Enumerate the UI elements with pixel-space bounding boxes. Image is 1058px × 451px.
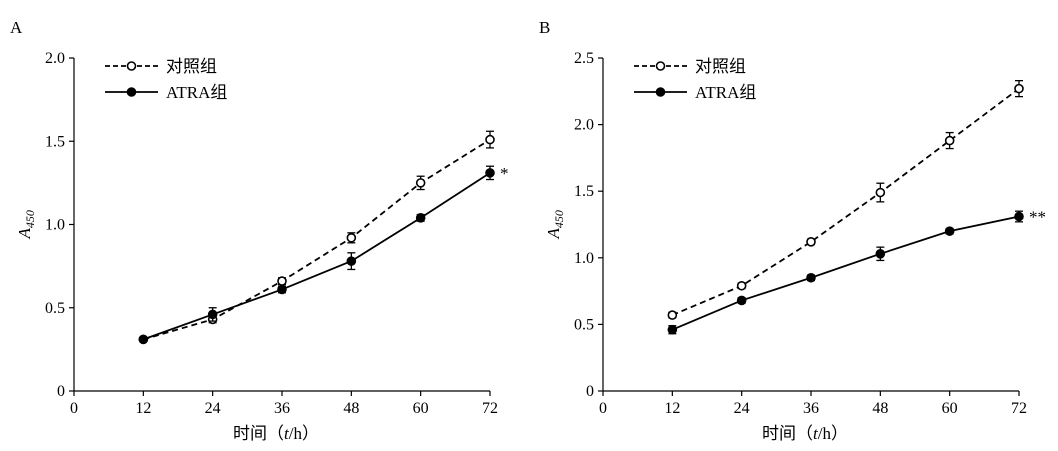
y-axis-title-sub: 450: [23, 210, 37, 228]
x-tick-label: 24: [734, 400, 750, 417]
y-tick-label: 1.5: [45, 133, 65, 150]
x-tick-label: 36: [274, 400, 290, 417]
x-axis-title-var: t: [284, 424, 290, 443]
x-axis-title-end: /h）: [818, 424, 848, 443]
x-tick-label: 12: [664, 400, 680, 417]
x-axis-title: 时间（t/h）: [233, 424, 319, 443]
x-tick-label: 12: [135, 400, 151, 417]
data-point-atra: [944, 226, 955, 236]
x-tick-label: 24: [205, 400, 221, 417]
x-axis-title-start: 时间（: [233, 424, 284, 443]
series-line-control: [143, 138, 491, 341]
chart-svg: B 0 0.5 1.0 1.5 2.0 2.5 0 12 24 36 48 60 72 A450 时间（t/h…: [539, 18, 1046, 443]
x-tick-label: 60: [942, 400, 958, 417]
data-point-atra: [806, 272, 816, 283]
x-tick-label: 0: [599, 400, 607, 417]
data-point-control: [944, 135, 955, 146]
data-point-atra: [346, 256, 357, 266]
data-point-atra: [485, 168, 495, 178]
legend-label: ATRA组: [695, 83, 756, 102]
series-line-atra: [143, 172, 491, 341]
x-tick-label: 36: [803, 400, 819, 417]
x-tick-label: 0: [70, 400, 78, 417]
data-point-atra: [875, 249, 886, 259]
y-axis-title-sub: 450: [552, 210, 566, 228]
x-tick-label: 60: [413, 400, 429, 417]
data-point-control: [736, 280, 747, 291]
legend-label: 对照组: [695, 57, 746, 76]
x-axis-title-start: 时间（: [762, 424, 813, 443]
y-axis-title: A450: [15, 210, 37, 239]
x-tick-label: 72: [482, 400, 498, 417]
x-axis-title-var: t: [813, 424, 819, 443]
data-point-atra: [138, 334, 149, 345]
legend-label: 对照组: [166, 57, 217, 76]
data-point-control: [485, 134, 495, 145]
data-point-atra: [1014, 211, 1024, 222]
data-point-control: [1014, 83, 1024, 94]
y-tick-label: 1.0: [45, 217, 65, 234]
y-tick-label: 2.0: [574, 117, 594, 134]
y-tick-label: 2.5: [574, 50, 594, 67]
legend-marker: [655, 61, 666, 71]
x-tick-label: 48: [872, 400, 888, 417]
significance-marker: *: [500, 164, 509, 183]
panel-label: B: [539, 18, 550, 37]
x-tick-label: 48: [343, 400, 359, 417]
y-tick-label: 1.0: [574, 250, 594, 267]
y-tick-label: 0.5: [45, 300, 65, 317]
significance-marker: **: [1029, 208, 1046, 227]
y-axis-title-main: A: [15, 228, 34, 240]
chart-panel-a: A 0 0.5 1.0 1.5 2.0 0 12 24 36 48 60 72 A450 时间（t/h） 对照…: [0, 0, 529, 446]
legend-label: ATRA组: [166, 83, 227, 102]
data-point-atra: [667, 324, 678, 335]
y-tick-label: 0.5: [574, 316, 594, 333]
data-point-atra: [415, 213, 426, 223]
chart-panel-b: B 0 0.5 1.0 1.5 2.0 2.5 0 12 24 36 48 60 72 A450 时间（t/h…: [529, 0, 1058, 446]
y-axis-title-main: A: [544, 228, 563, 240]
x-tick-label: 72: [1011, 400, 1027, 417]
y-tick-label: 1.5: [574, 183, 594, 200]
y-tick-label: 0: [57, 383, 65, 400]
panel-label: A: [10, 18, 23, 37]
data-point-control: [875, 187, 886, 198]
legend-marker: [126, 61, 137, 71]
legend-marker: [126, 87, 137, 97]
data-point-control: [667, 310, 678, 320]
x-axis-title-end: /h）: [289, 424, 319, 443]
y-tick-label: 0: [586, 383, 594, 400]
x-axis-title: 时间（t/h）: [762, 424, 848, 443]
legend-marker: [655, 87, 666, 97]
series-line-control: [671, 87, 1020, 316]
data-point-atra: [736, 295, 747, 306]
data-point-control: [415, 178, 426, 188]
data-point-control: [277, 276, 287, 286]
chart-svg: A00.51.01.52.00 12 24 36 48 60 72A450时间（t/h）对照…: [10, 18, 509, 443]
series-line-atra: [671, 215, 1020, 331]
data-point-control: [346, 233, 357, 243]
data-point-atra: [207, 309, 218, 320]
data-point-atra: [277, 284, 287, 295]
data-point-control: [806, 237, 816, 247]
y-tick-label: 2.0: [45, 50, 65, 67]
y-axis-title: A450: [544, 210, 566, 239]
